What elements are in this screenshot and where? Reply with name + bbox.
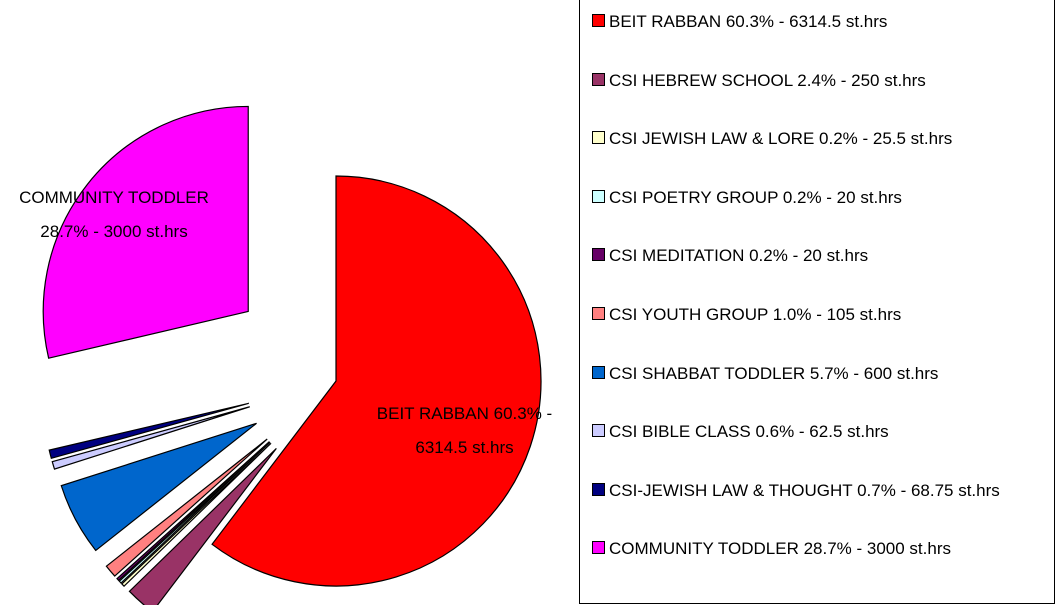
legend-swatch <box>592 365 605 379</box>
legend-label: CSI POETRY GROUP 0.2% - 20 st.hrs <box>609 187 902 207</box>
pie-slice <box>105 438 268 577</box>
pie-slice <box>42 105 249 359</box>
data-label: COMMUNITY TODDLER 28.7% - 3000 st.hrs <box>19 188 209 241</box>
legend-entry: CSI BIBLE CLASS 0.6% - 62.5 st.hrs <box>592 419 1042 445</box>
legend-entry: CSI JEWISH LAW & LORE 0.2% - 25.5 st.hrs <box>592 126 1042 152</box>
legend-swatch <box>592 72 605 86</box>
legend-label: CSI JEWISH LAW & LORE 0.2% - 25.5 st.hrs <box>609 129 953 149</box>
pie-slice <box>51 406 250 470</box>
pie-slice <box>118 441 271 584</box>
legend-entry: CSI-JEWISH LAW & THOUGHT 0.7% - 68.75 st… <box>592 478 1042 504</box>
legend-label: CSI SHABBAT TODDLER 5.7% - 600 st.hrs <box>609 363 939 383</box>
pie-slice <box>121 442 272 588</box>
pie-slice <box>211 175 542 587</box>
legend-label: CSI HEBREW SCHOOL 2.4% - 250 st.hrs <box>609 70 926 90</box>
legend-entry: CSI POETRY GROUP 0.2% - 20 st.hrs <box>592 185 1042 211</box>
legend-label: BEIT RABBAN 60.3% - 6314.5 st.hrs <box>609 12 888 31</box>
legend-swatch <box>592 541 605 555</box>
legend-swatch <box>592 131 605 145</box>
legend-swatch <box>592 307 605 320</box>
legend-label: CSI MEDITATION 0.2% - 20 st.hrs <box>609 246 869 266</box>
pie-slice <box>60 422 257 552</box>
legend-label: CSI YOUTH GROUP 1.0% - 105 st.hrs <box>609 305 902 324</box>
pie-slice <box>48 402 249 460</box>
pie-slice <box>116 441 270 582</box>
data-label: BEIT RABBAN 60.3% - 6314.5 st.hrs <box>376 404 553 457</box>
legend-entry: CSI MEDITATION 0.2% - 20 st.hrs <box>592 243 1042 269</box>
legend-entry: CSI YOUTH GROUP 1.0% - 105 st.hrs <box>592 302 1042 328</box>
legend-swatch <box>592 248 605 262</box>
pie-slice <box>128 447 277 605</box>
legend-label: COMMUNITY TODDLER 28.7% - 3000 st.hrs <box>609 539 951 559</box>
legend-swatch <box>592 424 605 438</box>
legend-swatch <box>592 189 605 203</box>
legend-label: CSI-JEWISH LAW & THOUGHT 0.7% - 68.75 st… <box>609 480 1000 500</box>
legend-label: CSI BIBLE CLASS 0.6% - 62.5 st.hrs <box>609 422 889 442</box>
legend-entry: CSI SHABBAT TODDLER 5.7% - 600 st.hrs <box>592 361 1042 387</box>
legend-swatch <box>592 14 605 27</box>
legend-entry: CSI HEBREW SCHOOL 2.4% - 250 st.hrs <box>592 68 1042 94</box>
legend-entry: COMMUNITY TODDLER 28.7% - 3000 st.hrs <box>592 536 1042 562</box>
legend-swatch <box>592 482 605 496</box>
legend-entry: BEIT RABBAN 60.3% - 6314.5 st.hrs <box>592 9 1042 35</box>
legend: BEIT RABBAN 60.3% - 6314.5 st.hrs CSI HEB… <box>579 0 1055 604</box>
